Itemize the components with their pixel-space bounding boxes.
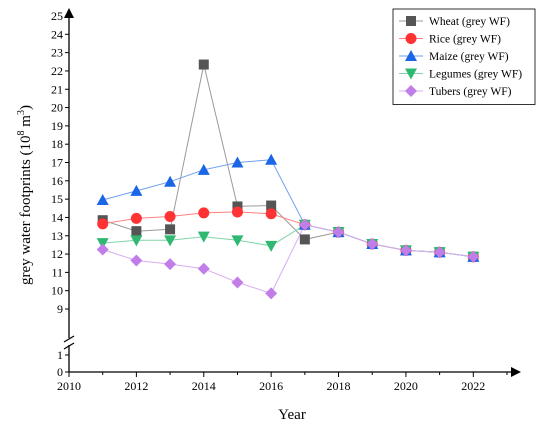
x-tick-label: 2016: [259, 379, 283, 393]
data-point-series-0: [165, 224, 176, 235]
y-tick-label: 25: [51, 9, 63, 23]
data-point-series-4: [231, 276, 244, 289]
legend-marker: [405, 68, 417, 80]
y-tick-label: 14: [51, 210, 63, 224]
y-tick-label: 11: [51, 265, 63, 279]
y-tick-label: 20: [51, 101, 63, 115]
data-point-series-2: [231, 156, 244, 168]
y-axis-title-exp2: 3: [16, 110, 27, 115]
data-point-series-1: [130, 212, 142, 224]
data-point-series-1: [198, 207, 210, 219]
y-tick-label: 10: [51, 284, 63, 298]
y-tick-label: 21: [51, 82, 63, 96]
x-tick-label: 2010: [57, 379, 81, 393]
y-tick-label: 16: [51, 174, 63, 188]
y-tick-label: 13: [51, 229, 63, 243]
x-axis-arrow: [511, 367, 521, 377]
y-axis-break-mark: [63, 342, 75, 350]
y-tick-label: 12: [51, 247, 63, 261]
y-tick-label: 0: [57, 365, 63, 379]
series-line-2: [102, 159, 474, 258]
data-point-series-0: [198, 59, 209, 70]
x-tick-label: 2014: [192, 379, 216, 393]
data-point-series-1: [231, 206, 243, 218]
y-tick-label: 19: [51, 119, 63, 133]
legend-marker: [405, 50, 417, 61]
legend-entry-label: Wheat (grey WF): [429, 16, 510, 28]
data-point-series-0: [299, 234, 310, 245]
data-point-series-2: [265, 153, 278, 165]
legend-marker: [405, 33, 417, 44]
data-point-series-3: [130, 235, 143, 247]
data-point-series-4: [265, 287, 278, 300]
y-tick-label: 15: [51, 192, 63, 206]
x-axis-title: Year: [278, 407, 306, 423]
y-axis-title-close: ): [18, 105, 34, 110]
data-point-series-2: [130, 184, 143, 196]
data-point-series-4: [96, 243, 109, 256]
series-line-1: [102, 211, 474, 258]
data-point-series-4: [332, 226, 345, 239]
data-point-series-2: [96, 194, 109, 206]
data-point-series-4: [164, 258, 177, 271]
x-tick-label: 2012: [124, 379, 148, 393]
y-axis-break-mark: [63, 335, 75, 343]
y-tick-label: 9: [57, 302, 63, 316]
y-tick-label: 1: [57, 348, 63, 362]
legend-entry-label: Legumes (grey WF): [429, 69, 522, 81]
data-point-series-4: [366, 237, 379, 250]
data-point-series-1: [97, 218, 109, 230]
legend-entry-label: Rice (grey WF): [429, 34, 501, 46]
data-point-series-1: [164, 211, 176, 223]
data-point-series-3: [197, 231, 210, 243]
y-axis-title: grey water footprints (108 m3): [16, 105, 34, 285]
data-point-series-4: [298, 218, 311, 231]
y-tick-label: 17: [51, 156, 63, 170]
y-axis-title-exp: 8: [16, 130, 27, 135]
data-point-series-4: [433, 246, 446, 259]
x-tick-label: 2020: [394, 379, 418, 393]
legend-entry-label: Tubers (grey WF): [429, 86, 512, 98]
data-point-series-3: [265, 240, 278, 252]
legend-marker: [405, 85, 417, 97]
y-axis-title-unit: m: [18, 115, 34, 131]
x-tick-label: 2018: [327, 379, 351, 393]
legend-marker: [406, 16, 416, 26]
y-axis-title-main: grey water footprints (10: [18, 135, 34, 285]
legend-entry-label: Maize (grey WF): [429, 51, 509, 63]
y-tick-label: 18: [51, 137, 63, 151]
legend-box: [392, 8, 536, 105]
y-tick-label: 23: [51, 46, 63, 60]
data-point-series-2: [197, 163, 210, 175]
data-point-series-0: [131, 226, 142, 237]
data-point-series-0: [266, 200, 277, 211]
data-point-series-1: [265, 208, 277, 220]
data-point-series-2: [164, 175, 177, 187]
y-tick-label: 22: [51, 64, 63, 78]
legend: Wheat (grey WF) Rice (grey WF) Maize (grey…: [392, 8, 536, 105]
series-layer: [96, 59, 480, 300]
data-point-series-3: [231, 235, 244, 247]
data-point-series-4: [130, 254, 143, 267]
data-point-series-4: [399, 244, 412, 257]
x-tick-label: 2022: [461, 379, 485, 393]
data-point-series-4: [197, 262, 210, 275]
data-point-series-3: [164, 235, 177, 247]
data-point-series-4: [467, 250, 480, 263]
y-tick-label: 24: [51, 27, 63, 41]
